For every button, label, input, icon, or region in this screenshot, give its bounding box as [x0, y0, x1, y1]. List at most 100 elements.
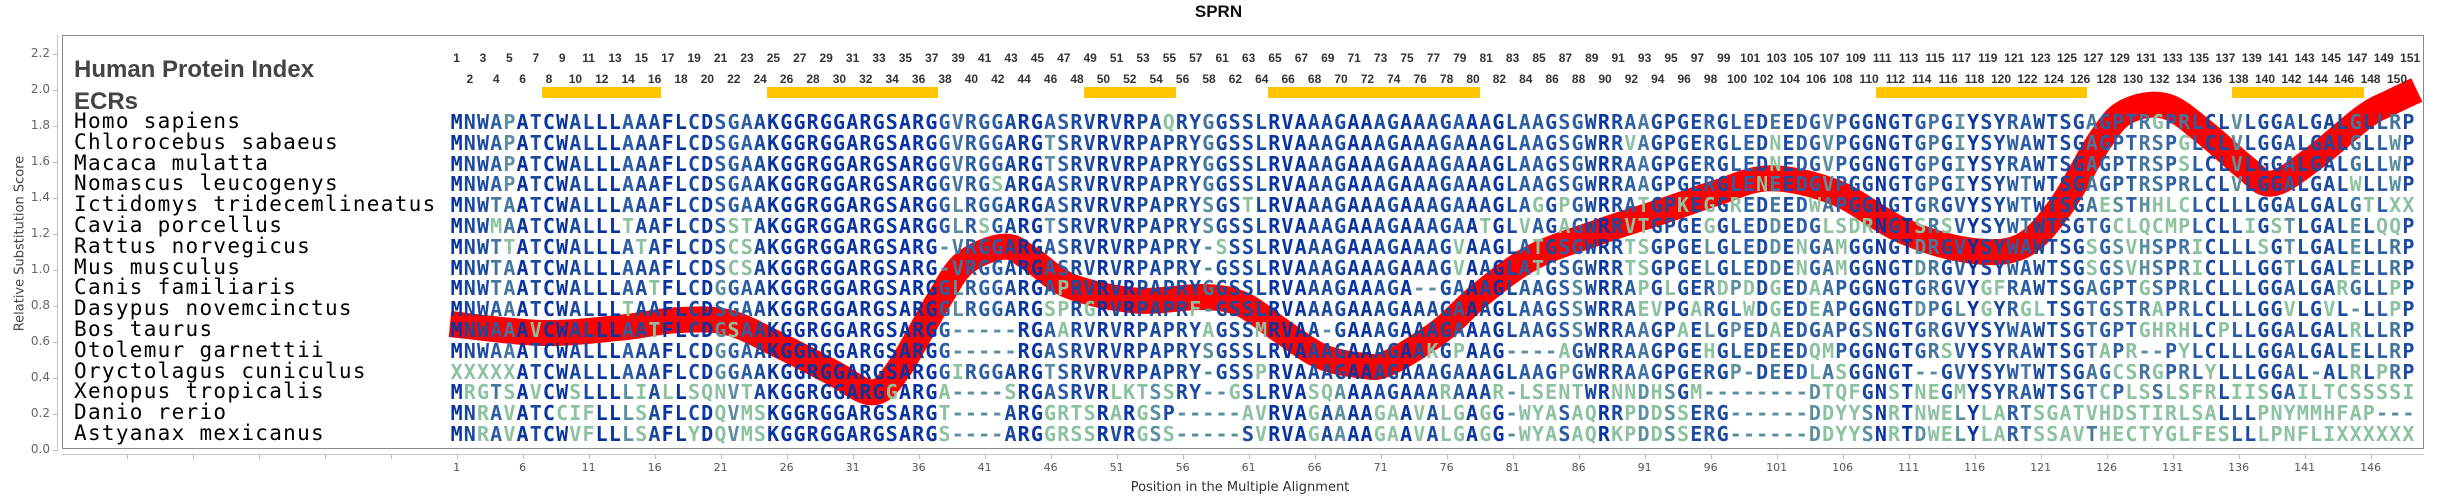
residue: T: [2046, 359, 2059, 384]
residue: A: [1360, 234, 1373, 259]
residue: G: [1439, 110, 1452, 134]
residue: V: [1452, 255, 1465, 280]
residue: R: [1096, 318, 1109, 342]
residue: G: [1677, 172, 1690, 197]
residue: R: [2138, 110, 2151, 134]
residue: G: [819, 276, 832, 301]
residue: Y: [1993, 255, 2006, 280]
residue: L: [1663, 276, 1676, 301]
residue: G: [780, 110, 793, 134]
residue: G: [1940, 234, 1953, 259]
residue: E: [1782, 110, 1795, 134]
residue: R: [1017, 172, 1030, 197]
x-tick-label: 26: [779, 461, 794, 474]
residue: A: [490, 401, 503, 426]
residue: V: [1083, 110, 1096, 134]
residue: T: [740, 214, 753, 238]
residue: V: [1281, 151, 1294, 176]
gap: -: [1202, 359, 1215, 384]
residue: G: [1650, 338, 1663, 363]
residue: R: [1268, 110, 1281, 134]
residue: I: [635, 380, 648, 405]
residue: P: [1255, 359, 1268, 384]
residue: A: [516, 151, 529, 176]
residue: P: [1624, 401, 1637, 426]
residue: A: [1822, 276, 1835, 301]
residue: A: [503, 276, 516, 301]
residue: L: [2164, 380, 2177, 405]
residue: T: [1624, 255, 1637, 280]
residue: R: [1175, 172, 1188, 197]
ecr-bar: [2232, 87, 2364, 98]
residue: P: [1637, 276, 1650, 301]
residue: A: [503, 214, 516, 238]
residue: G: [1716, 359, 1729, 384]
residue: A: [1307, 297, 1320, 322]
residue: P: [1136, 318, 1149, 342]
residue: G: [2310, 151, 2323, 176]
residue: A: [753, 276, 766, 301]
residue: L: [1255, 172, 1268, 197]
residue: L: [595, 234, 608, 259]
residue: G: [1650, 359, 1663, 384]
residue: T: [2046, 276, 2059, 301]
residue: G: [1571, 130, 1584, 155]
residue: A: [740, 297, 753, 322]
human-index-label: 27: [793, 51, 807, 65]
residue: Y: [1993, 193, 2006, 218]
residue: M: [490, 214, 503, 238]
gap: -: [1729, 401, 1742, 426]
residue: R: [2006, 297, 2019, 322]
residue: S: [714, 130, 727, 155]
gap: -: [1729, 380, 1742, 405]
residue: G: [2270, 359, 2283, 384]
residue: G: [780, 297, 793, 322]
residue: A: [1044, 380, 1057, 405]
residue: W: [1584, 380, 1597, 405]
residue: R: [859, 318, 872, 342]
residue: A: [846, 359, 859, 384]
residue: R: [1096, 214, 1109, 238]
gap: -: [1505, 422, 1518, 446]
x-tick-label: 81: [1505, 461, 1520, 474]
residue: P: [2402, 297, 2415, 322]
x-tick-mark: [1050, 454, 1052, 459]
residue: T: [1901, 276, 1914, 301]
human-index-label: 72: [1360, 72, 1375, 86]
residue: L: [1505, 172, 1518, 197]
residue: D: [701, 276, 714, 301]
ecr-bar: [1083, 87, 1176, 98]
residue: T: [2046, 234, 2059, 259]
residue: L: [608, 193, 621, 218]
residue: L: [2217, 338, 2230, 363]
gap: -: [1795, 422, 1808, 446]
residue: T: [1901, 359, 1914, 384]
residue: P: [2270, 422, 2283, 446]
residue: W: [556, 193, 569, 218]
residue: G: [1545, 130, 1558, 155]
residue: S: [2059, 110, 2072, 134]
residue: X: [2389, 193, 2402, 218]
residue: L: [608, 110, 621, 134]
residue: G: [833, 255, 846, 280]
residue: K: [767, 130, 780, 155]
residue: A: [569, 338, 582, 363]
gap: -: [951, 338, 964, 363]
residue: G: [1861, 359, 1874, 384]
residue: A: [898, 380, 911, 405]
residue: L: [2244, 297, 2257, 322]
residue: A: [1149, 359, 1162, 384]
human-index-label: 140: [2254, 72, 2276, 86]
residue: A: [1307, 338, 1320, 363]
residue: E: [1782, 234, 1795, 259]
residue: N: [1756, 172, 1769, 197]
residue: G: [925, 193, 938, 218]
residue: D: [1914, 297, 1927, 322]
y-tick-label: 1.8: [30, 118, 50, 132]
residue: F: [661, 359, 674, 384]
residue: V: [1281, 130, 1294, 155]
residue: L: [2217, 276, 2230, 301]
human-index-label: 94: [1651, 72, 1665, 86]
residue: X: [463, 359, 476, 384]
residue: E: [1782, 276, 1795, 301]
